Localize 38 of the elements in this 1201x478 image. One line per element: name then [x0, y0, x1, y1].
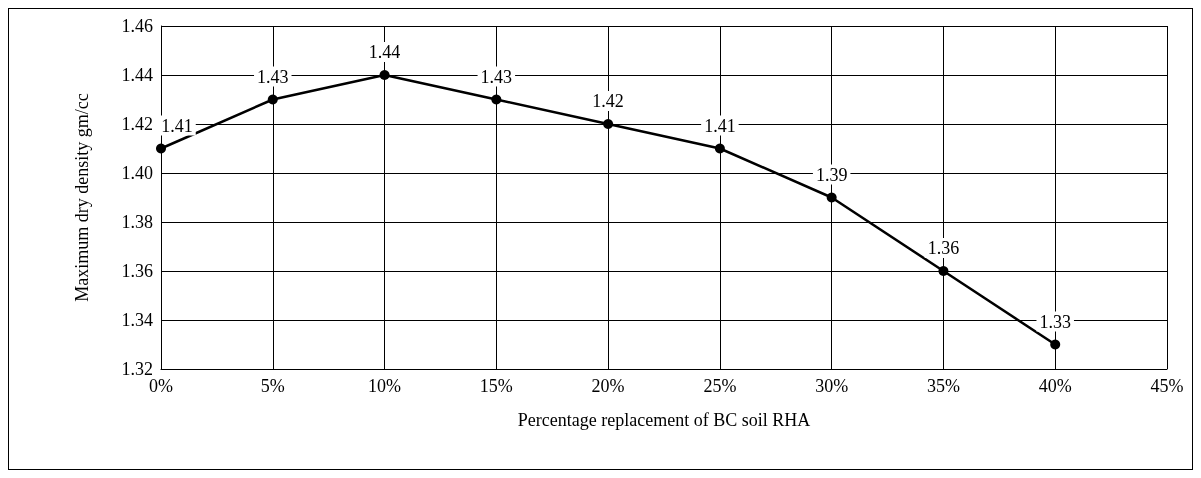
point	[491, 94, 502, 105]
y-tick-label: 1.36	[121, 261, 153, 281]
x-tick-label: 20%	[591, 376, 625, 396]
point	[603, 119, 614, 129]
y-tick-label: 1.34	[121, 310, 153, 330]
point	[938, 266, 949, 276]
x-tick-label: 5%	[260, 376, 285, 396]
point	[1050, 339, 1061, 350]
x-tick-label: 40%	[1038, 376, 1072, 396]
y-tick-label: 1.40	[121, 163, 153, 183]
y-tick-label: 1.38	[121, 212, 153, 232]
x-tick-label: 0%	[149, 376, 173, 396]
y-axis-title: Maximum dry density gm/cc	[72, 93, 92, 302]
x-tick-label: 10%	[368, 376, 402, 396]
data-label: 1.39	[815, 164, 848, 185]
data-label: 1.42	[592, 91, 624, 111]
data-label: 1.41	[704, 115, 736, 136]
x-axis-title: Percentage replacement of BC soil RHA	[517, 410, 811, 430]
x-tick-label: 15%	[479, 376, 513, 396]
point	[267, 94, 278, 105]
data-label: 1.36	[927, 238, 960, 258]
point	[156, 143, 166, 154]
point	[826, 192, 837, 203]
y-tick-label: 1.44	[121, 65, 153, 85]
data-label: 1.41	[161, 115, 193, 136]
x-tick-label: 35%	[926, 376, 960, 396]
point	[714, 143, 725, 154]
x-tick-label: 25%	[703, 376, 737, 396]
x-tick-label: 30%	[815, 376, 849, 396]
point	[379, 70, 390, 80]
data-label: 1.44	[368, 42, 401, 62]
y-tick-label: 1.32	[121, 359, 153, 379]
data-label: 1.43	[257, 66, 289, 87]
data-label: 1.43	[480, 66, 513, 87]
y-tick-label: 1.42	[121, 114, 153, 134]
x-tick-label: 45%	[1150, 376, 1184, 396]
data-label: 1.33	[1039, 311, 1071, 332]
y-tick-label: 1.46	[121, 16, 153, 36]
